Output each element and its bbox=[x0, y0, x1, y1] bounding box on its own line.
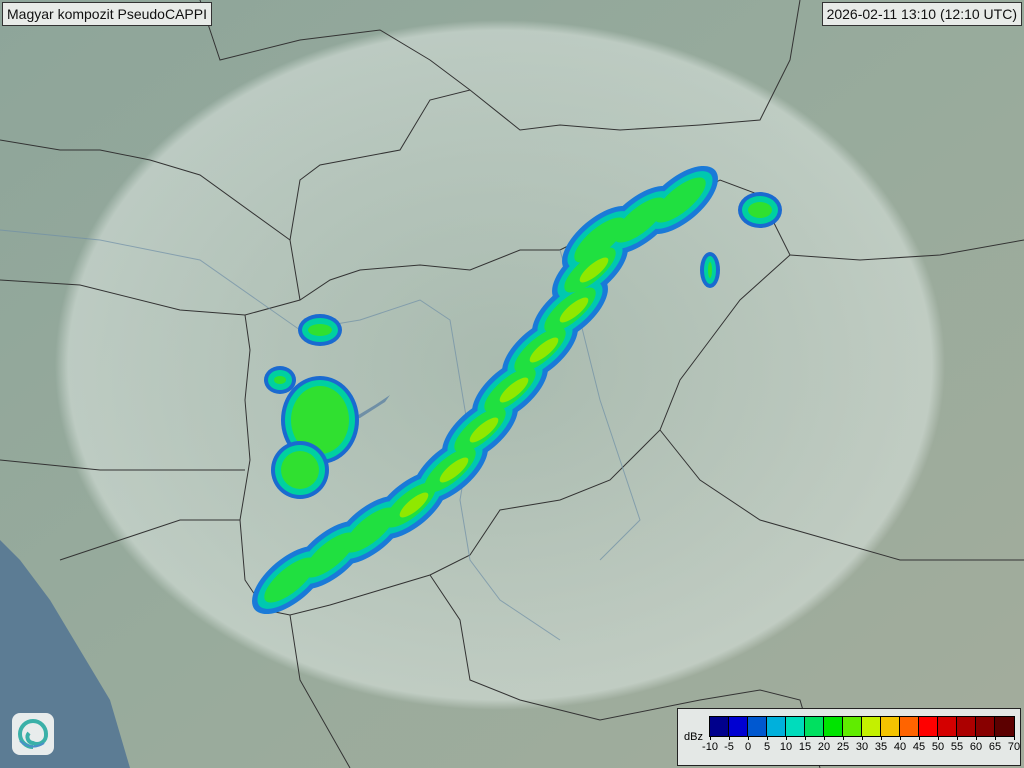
legend-tick-mark bbox=[748, 736, 749, 740]
echo-cell bbox=[579, 257, 609, 283]
echo-cell bbox=[399, 492, 429, 518]
echo-cell bbox=[654, 177, 706, 223]
legend-tick-label: 70 bbox=[1007, 741, 1021, 753]
legend-color-bar bbox=[709, 716, 1015, 737]
legend-tick-mark bbox=[900, 736, 901, 740]
spiral-logo-icon bbox=[12, 713, 54, 755]
legend-unit: dBz bbox=[684, 731, 703, 743]
echo-cell bbox=[281, 451, 319, 489]
legend-tick-label: 35 bbox=[874, 741, 888, 753]
legend-tick-mark bbox=[710, 736, 711, 740]
legend-tick-label: 65 bbox=[988, 741, 1002, 753]
echo-cell bbox=[304, 532, 356, 578]
echo-cell bbox=[274, 376, 286, 384]
legend-tick-mark bbox=[881, 736, 882, 740]
timestamp: 2026-02-11 13:10 (12:10 UTC) bbox=[821, 2, 1022, 26]
echo-cell bbox=[748, 202, 772, 218]
echo-cell bbox=[291, 386, 349, 454]
legend-tick-mark bbox=[938, 736, 939, 740]
legend-swatch bbox=[881, 717, 900, 736]
legend-tick-label: 15 bbox=[798, 741, 812, 753]
echo-cell bbox=[344, 507, 396, 553]
radar-coverage-area bbox=[55, 20, 945, 710]
legend-tick-mark bbox=[957, 736, 958, 740]
legend-tick-mark bbox=[824, 736, 825, 740]
adriatic-sea bbox=[0, 540, 130, 768]
product-title: Magyar kompozit PseudoCAPPI bbox=[2, 2, 212, 26]
legend-swatch bbox=[824, 717, 843, 736]
echo-cell bbox=[614, 197, 666, 243]
legend-swatch bbox=[767, 717, 786, 736]
legend-tick-mark bbox=[805, 736, 806, 740]
legend-tick-mark bbox=[729, 736, 730, 740]
legend-tick-label: 55 bbox=[950, 741, 964, 753]
legend-tick-label: 40 bbox=[893, 741, 907, 753]
legend-swatch bbox=[748, 717, 767, 736]
legend-tick-label: 0 bbox=[744, 741, 752, 753]
echo-cell bbox=[264, 557, 316, 603]
legend-tick-label: 50 bbox=[931, 741, 945, 753]
legend-tick-label: 60 bbox=[969, 741, 983, 753]
legend-tick-label: -10 bbox=[702, 741, 718, 753]
legend-swatch bbox=[900, 717, 919, 736]
dbz-legend: dBz -10 -5 0 5 10 15 20 25 30 35 40 45 50 55 60 65 70 bbox=[677, 708, 1021, 766]
legend-swatch bbox=[919, 717, 938, 736]
legend-swatch bbox=[843, 717, 862, 736]
precipitation-echoes bbox=[252, 165, 782, 615]
legend-tick-mark bbox=[862, 736, 863, 740]
legend-swatch bbox=[729, 717, 748, 736]
legend-tick-mark bbox=[767, 736, 768, 740]
legend-tick-label: -5 bbox=[724, 741, 734, 753]
legend-swatch bbox=[710, 717, 729, 736]
legend-tick-label: 5 bbox=[763, 741, 771, 753]
echo-cell bbox=[439, 457, 469, 483]
echo-cell bbox=[469, 417, 499, 443]
legend-tick-label: 10 bbox=[779, 741, 793, 753]
legend-tick-mark bbox=[1014, 736, 1015, 740]
legend-swatch bbox=[938, 717, 957, 736]
echo-cell bbox=[574, 217, 626, 263]
legend-tick-label: 30 bbox=[855, 741, 869, 753]
echo-cell bbox=[499, 377, 529, 403]
legend-swatch bbox=[957, 717, 976, 736]
legend-swatch bbox=[995, 717, 1014, 736]
legend-swatch bbox=[976, 717, 995, 736]
echo-cell bbox=[708, 262, 712, 278]
legend-tick-label: 45 bbox=[912, 741, 926, 753]
legend-tick-label: 20 bbox=[817, 741, 831, 753]
echo-cell bbox=[559, 297, 589, 323]
echo-cell bbox=[308, 324, 332, 336]
legend-swatch bbox=[862, 717, 881, 736]
legend-tick-mark bbox=[843, 736, 844, 740]
legend-swatch bbox=[805, 717, 824, 736]
legend-tick-mark bbox=[995, 736, 996, 740]
legend-tick-mark bbox=[919, 736, 920, 740]
legend-tick-mark bbox=[976, 736, 977, 740]
legend-tick-label: 25 bbox=[836, 741, 850, 753]
legend-tick-mark bbox=[786, 736, 787, 740]
legend-swatch bbox=[786, 717, 805, 736]
echo-cell bbox=[529, 337, 559, 363]
